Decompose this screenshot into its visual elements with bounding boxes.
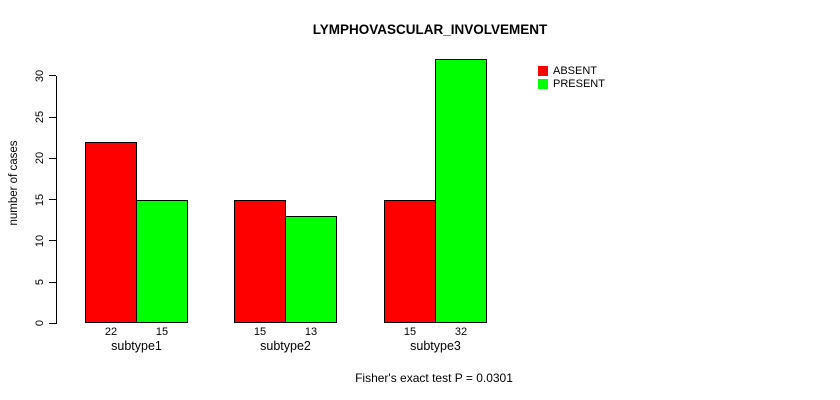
y-axis-tick-label: 30: [34, 69, 46, 82]
bar-value-label: 15: [253, 326, 267, 338]
y-axis-tick: [48, 75, 56, 77]
y-axis-tick: [48, 116, 56, 118]
category-label-subtype2: subtype2: [260, 339, 311, 353]
bar-subtype1-absent: [85, 141, 137, 324]
y-axis-tick-label: 15: [34, 193, 46, 206]
y-axis-tick: [48, 281, 56, 283]
y-axis-tick-label: 20: [34, 152, 46, 165]
y-axis-label: number of cases: [8, 140, 20, 226]
category-label-subtype3: subtype3: [410, 339, 461, 353]
legend-label-present: PRESENT: [553, 77, 605, 90]
legend: ABSENT PRESENT: [538, 65, 605, 90]
legend-swatch-absent: [538, 66, 548, 77]
y-axis-line: [55, 75, 57, 325]
bar-value-label: 32: [454, 326, 468, 338]
y-axis-tick: [48, 322, 56, 324]
y-axis-tick-label: 10: [34, 234, 46, 247]
legend-item-present: PRESENT: [538, 78, 605, 91]
chart-title: LYMPHOVASCULAR_INVOLVEMENT: [312, 22, 548, 37]
bar-subtype3-absent: [384, 199, 436, 324]
bar-subtype1-present: [136, 199, 188, 324]
y-axis-tick: [48, 199, 56, 200]
pvalue-annotation: Fisher's exact test P = 0.0301: [355, 371, 513, 385]
y-axis-tick-label: 0: [34, 320, 46, 327]
bar-value-label: 15: [155, 326, 169, 338]
category-label-subtype1: subtype1: [111, 339, 162, 353]
legend-item-absent: ABSENT: [538, 65, 605, 78]
legend-label-absent: ABSENT: [553, 65, 598, 78]
y-axis-tick-label: 25: [34, 110, 46, 124]
bar-value-label: 15: [403, 326, 417, 338]
y-axis-tick-label: 5: [34, 278, 46, 286]
bar-value-label: 22: [104, 326, 118, 338]
y-axis-tick: [48, 240, 56, 242]
legend-swatch-present: [538, 78, 548, 89]
bar-value-label: 13: [304, 326, 318, 338]
bar-subtype2-absent: [234, 199, 286, 324]
bar-subtype3-present: [435, 59, 487, 324]
y-axis-tick: [48, 157, 56, 159]
bar-subtype2-present: [285, 216, 337, 324]
